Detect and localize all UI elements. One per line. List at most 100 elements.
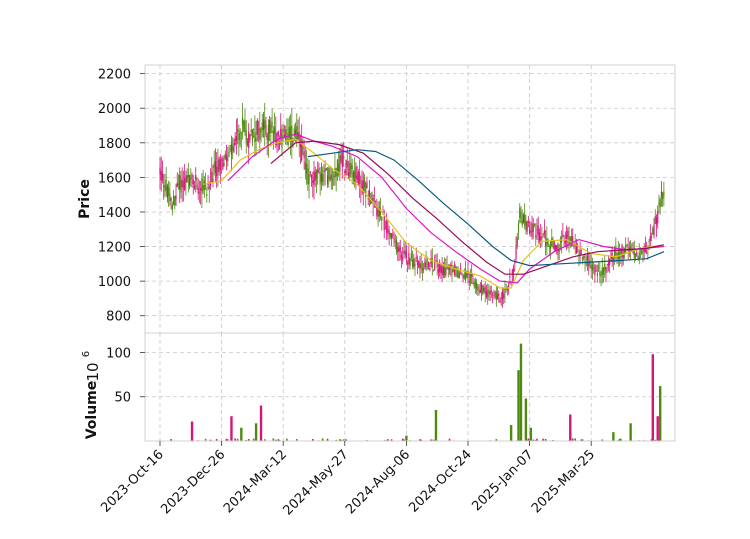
candle-body <box>657 211 659 224</box>
candle-body <box>336 159 339 176</box>
candle-body <box>569 236 571 243</box>
price-grid <box>145 65 675 333</box>
candle-body <box>482 285 484 295</box>
candle-body <box>217 160 219 172</box>
candle-body <box>649 236 651 241</box>
volume-bar <box>340 439 342 441</box>
volume-bar <box>612 432 615 441</box>
candle-body <box>429 267 431 270</box>
candle-body <box>521 220 523 225</box>
volume-bar <box>215 439 218 441</box>
candle-body <box>556 245 558 250</box>
candle-body <box>302 147 304 150</box>
moving-average-line <box>227 133 664 284</box>
candle-body <box>516 237 518 246</box>
volume-bars <box>170 343 662 441</box>
candle-body <box>323 170 325 173</box>
candle-body <box>638 252 640 259</box>
candle-body <box>409 258 411 266</box>
candle-body <box>349 163 351 177</box>
candle-body <box>655 217 658 225</box>
candle-body <box>257 129 260 131</box>
candle-body <box>383 216 385 231</box>
volume-bar <box>345 439 347 441</box>
candle-body <box>488 291 490 293</box>
volume-bar <box>225 438 228 441</box>
candle-body <box>195 174 197 181</box>
candle-body <box>228 151 230 157</box>
candle-body <box>387 229 389 232</box>
candle-body <box>216 166 218 177</box>
candle-body <box>163 185 165 187</box>
candle-body <box>451 269 453 275</box>
candle-body <box>540 236 542 241</box>
volume-bar <box>629 423 632 441</box>
candle-body <box>500 298 502 300</box>
candle-body <box>338 163 340 175</box>
volume-bar <box>434 410 438 441</box>
candle-body <box>184 178 186 190</box>
candle-body <box>463 274 465 279</box>
volume-bar <box>252 438 255 441</box>
volume-bar <box>390 439 393 441</box>
candle-body <box>209 181 212 186</box>
volume-bar <box>581 439 584 441</box>
candle-body <box>623 249 626 254</box>
candle-body <box>218 158 220 173</box>
candle-body <box>605 267 607 274</box>
candle-body <box>272 130 274 142</box>
candle-body <box>212 178 214 183</box>
candle-body <box>484 287 486 295</box>
candle-body <box>595 270 597 272</box>
candle-body <box>270 125 272 134</box>
candle-body <box>654 216 656 224</box>
candle-body <box>377 209 379 218</box>
candle-body <box>222 158 224 170</box>
candle-body <box>298 132 300 143</box>
candle-body <box>536 229 538 231</box>
candle-body <box>273 127 276 134</box>
x-tick-label: 2023-Oct-16 <box>98 447 166 515</box>
volume-bar <box>432 439 435 441</box>
x-tick-label: 2024-Oct-24 <box>406 447 474 515</box>
candle-body <box>494 292 496 297</box>
candle-body <box>350 162 352 175</box>
candle-body <box>402 257 404 261</box>
candle-body <box>593 267 595 269</box>
candle-body <box>315 170 318 179</box>
volume-bar <box>387 439 389 441</box>
candle-body <box>520 211 522 222</box>
candle-body <box>285 129 287 142</box>
candle-body <box>421 267 424 271</box>
volume-bar <box>448 438 451 441</box>
candle-body <box>512 268 515 272</box>
candle-body <box>238 133 240 141</box>
candle-body <box>542 234 544 236</box>
candle-body <box>267 124 270 142</box>
candle-body <box>346 161 348 168</box>
candle-body <box>335 168 337 177</box>
volume-bar <box>277 439 280 441</box>
candle-body <box>545 241 547 246</box>
volume-tick-label: 100 <box>106 346 131 361</box>
candle-body <box>643 246 645 253</box>
candle-body <box>594 265 596 276</box>
candle-body <box>219 159 221 170</box>
volume-bar <box>517 370 520 441</box>
candle-body <box>179 175 181 190</box>
candle-body <box>188 174 191 186</box>
volume-bar <box>190 421 194 441</box>
candle-body <box>641 249 643 254</box>
candle-body <box>478 290 480 292</box>
candle-body <box>625 245 627 253</box>
candle-body <box>653 224 655 236</box>
candle-body <box>537 226 539 235</box>
candle-body <box>399 246 401 252</box>
volume-bar <box>230 416 233 441</box>
candle-body <box>235 136 237 141</box>
candle-body <box>627 247 629 249</box>
candle-body <box>530 231 532 233</box>
candle-body <box>420 263 422 268</box>
candle-body <box>307 168 309 184</box>
candle-body <box>435 260 437 262</box>
